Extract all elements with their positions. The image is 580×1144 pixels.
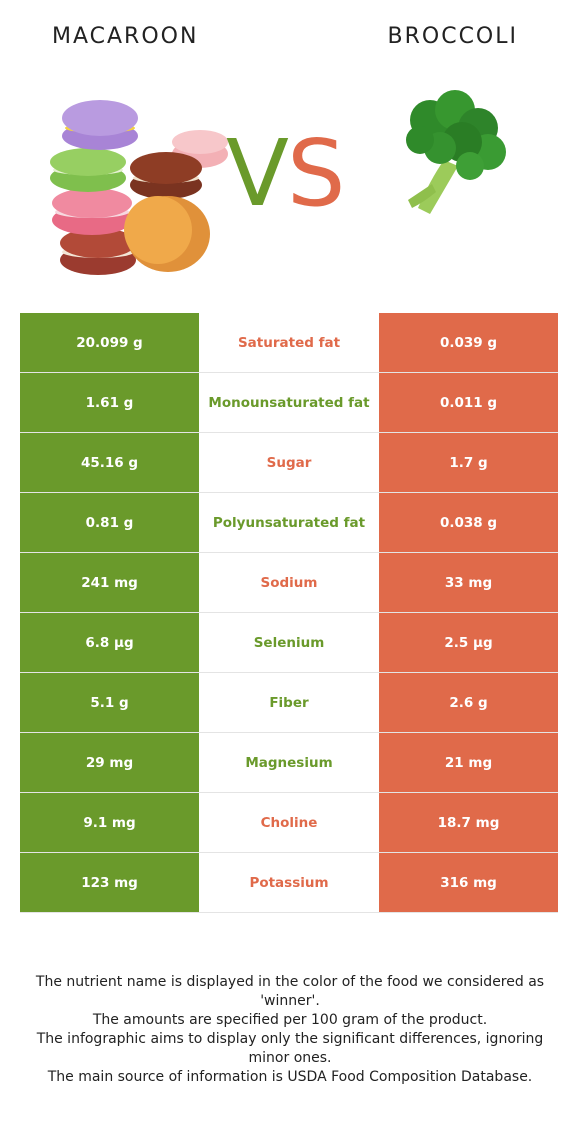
left-value: 241 mg [20,552,199,613]
footnote-line: The main source of information is USDA F… [47,1069,533,1085]
footnote-line: The nutrient name is displayed in the co… [35,974,545,1009]
table-row: 9.1 mg Choline 18.7 mg [20,792,558,853]
table-row: 123 mg Potassium 316 mg [20,852,558,913]
nutrient-name: Sugar [199,432,379,493]
right-value: 0.039 g [379,313,558,373]
nutrient-name: Polyunsaturated fat [199,492,379,553]
footnote-line: The amounts are specified per 100 gram o… [92,1012,488,1028]
table-row: 20.099 g Saturated fat 0.039 g [20,313,558,373]
table-row: 29 mg Magnesium 21 mg [20,732,558,793]
table-row: 45.16 g Sugar 1.7 g [20,432,558,493]
nutrient-name: Choline [199,792,379,853]
right-value: 33 mg [379,552,558,613]
nutrient-name: Potassium [199,852,379,913]
comparison-table: 20.099 g Saturated fat 0.039 g 1.61 g Monoun… [20,313,558,913]
hero-illustration [50,90,506,275]
broccoli-image [406,90,506,214]
vs-v: V [226,120,289,227]
right-value: 0.011 g [379,372,558,433]
left-value: 45.16 g [20,432,199,493]
nutrient-name: Magnesium [199,732,379,793]
left-value: 9.1 mg [20,792,199,853]
right-food-title: BROCCOLI [387,24,518,49]
right-value: 316 mg [379,852,558,913]
table-row: 1.61 g Monounsaturated fat 0.011 g [20,372,558,433]
left-value: 20.099 g [20,313,199,373]
right-value: 0.038 g [379,492,558,553]
left-value: 123 mg [20,852,199,913]
table-row: 241 mg Sodium 33 mg [20,552,558,613]
right-value: 18.7 mg [379,792,558,853]
right-value: 2.5 µg [379,612,558,673]
vs-s: S [286,120,345,227]
right-value: 21 mg [379,732,558,793]
left-value: 0.81 g [20,492,199,553]
left-value: 6.8 µg [20,612,199,673]
nutrient-name: Sodium [199,552,379,613]
right-value: 1.7 g [379,432,558,493]
footnote: The nutrient name is displayed in the co… [20,973,560,1087]
nutrient-name: Fiber [199,672,379,733]
table-row: 6.8 µg Selenium 2.5 µg [20,612,558,673]
macaroon-image [50,100,228,275]
right-value: 2.6 g [379,672,558,733]
table-row: 5.1 g Fiber 2.6 g [20,672,558,733]
left-value: 29 mg [20,732,199,793]
nutrient-name: Saturated fat [199,313,379,373]
footnote-line: The infographic aims to display only the… [36,1031,544,1066]
left-food-title: MACAROON [52,24,199,49]
vs-label: VS [226,128,345,220]
nutrient-name: Monounsaturated fat [199,372,379,433]
nutrient-name: Selenium [199,612,379,673]
table-row: 0.81 g Polyunsaturated fat 0.038 g [20,492,558,553]
left-value: 1.61 g [20,372,199,433]
left-value: 5.1 g [20,672,199,733]
